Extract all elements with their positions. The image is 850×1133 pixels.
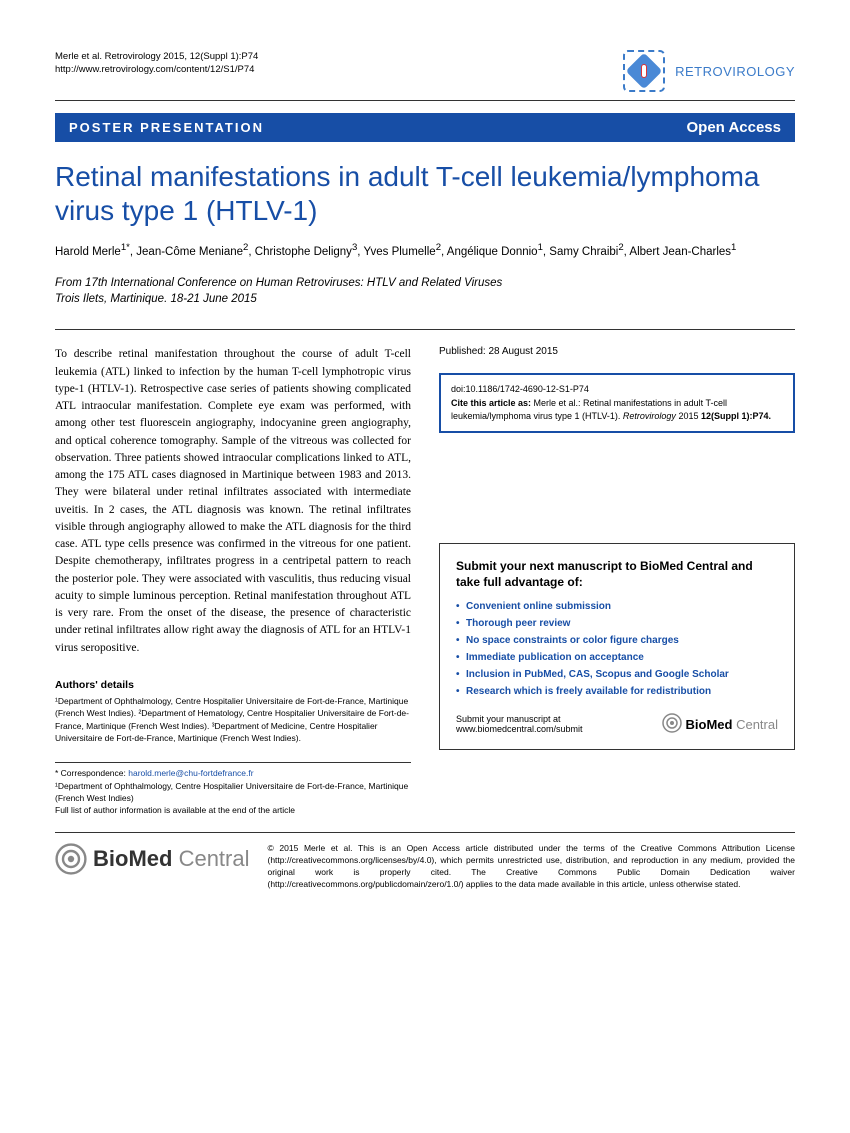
submit-footer: Submit your manuscript at www.biomedcent… [456,709,778,735]
correspondence-label: * Correspondence: [55,768,128,778]
banner-access: Open Access [687,119,782,136]
license-text: © 2015 Merle et al. This is an Open Acce… [268,843,796,891]
two-column-layout: To describe retinal manifestation throug… [55,346,795,816]
banner-type: POSTER PRESENTATION [69,120,264,135]
right-column: Published: 28 August 2015 doi:10.1186/17… [439,346,795,816]
submit-benefit-item: No space constraints or color figure cha… [456,635,778,646]
header-citation: Merle et al. Retrovirology 2015, 12(Supp… [55,50,258,77]
cite-journal: Retrovirology [623,411,679,421]
logo-bio: BioMed [686,717,733,732]
event-info: From 17th International Conference on Hu… [55,275,795,307]
citation-url[interactable]: http://www.retrovirology.com/content/12/… [55,63,258,76]
submit-benefit-item: Thorough peer review [456,618,778,629]
submit-benefit-item: Research which is freely available for r… [456,686,778,697]
correspondence-email[interactable]: harold.merle@chu-fortdefrance.fr [128,768,253,778]
divider [55,329,795,330]
submit-link[interactable]: Submit your manuscript at www.biomedcent… [456,714,583,734]
event-line-2: Trois Ilets, Martinique. 18-21 June 2015 [55,291,795,307]
footer-logo-bio: BioMed [93,846,172,871]
correspondence-fulllist: Full list of author information is avail… [55,804,411,816]
left-column: To describe retinal manifestation throug… [55,346,411,816]
submit-benefit-item: Immediate publication on acceptance [456,652,778,663]
biomed-logo-small: BioMed Central [662,713,778,735]
footer-logo-central: Central [172,846,249,871]
biomed-circle-icon [662,713,682,735]
submit-box: Submit your next manuscript to BioMed Ce… [439,543,795,751]
submit-title: Submit your next manuscript to BioMed Ce… [456,558,778,592]
abstract-text: To describe retinal manifestation throug… [55,346,411,657]
article-title: Retinal manifestations in adult T-cell l… [55,160,795,227]
submit-benefit-item: Inclusion in PubMed, CAS, Scopus and Goo… [456,669,778,680]
citation-line-1: Merle et al. Retrovirology 2015, 12(Supp… [55,50,258,63]
authors-details: ¹Department of Ophthalmology, Centre Hos… [55,695,411,744]
citation-box: doi:10.1186/1742-4690-12-S1-P74 Cite thi… [439,373,795,432]
submit-benefits-list: Convenient online submission Thorough pee… [456,601,778,697]
correspondence-affil: ¹Department of Ophthalmology, Centre Hos… [55,780,411,805]
correspondence: * Correspondence: harold.merle@chu-fortd… [55,762,411,816]
authors-list: Harold Merle1*, Jean-Côme Meniane2, Chri… [55,241,795,261]
header: Merle et al. Retrovirology 2015, 12(Supp… [55,50,795,101]
cite-vol: 12(Suppl 1):P74. [701,411,771,421]
header-brand: RETROVIROLOGY [623,50,795,92]
journal-icon [623,50,665,92]
publication-date: Published: 28 August 2015 [439,346,795,357]
biomed-logo-large: BioMed Central [55,843,250,875]
page: Merle et al. Retrovirology 2015, 12(Supp… [0,0,850,921]
submit-benefit-item: Convenient online submission [456,601,778,612]
authors-details-heading: Authors' details [55,679,411,691]
doi: doi:10.1186/1742-4690-12-S1-P74 [451,383,783,396]
event-line-1: From 17th International Conference on Hu… [55,275,795,291]
banner: POSTER PRESENTATION Open Access [55,113,795,142]
page-footer: BioMed Central © 2015 Merle et al. This … [55,832,795,891]
cite-label: Cite this article as: [451,398,534,408]
cite-year: 2015 [678,411,701,421]
biomed-circle-icon [55,843,87,875]
journal-name: RETROVIROLOGY [675,64,795,79]
logo-central: Central [732,717,778,732]
